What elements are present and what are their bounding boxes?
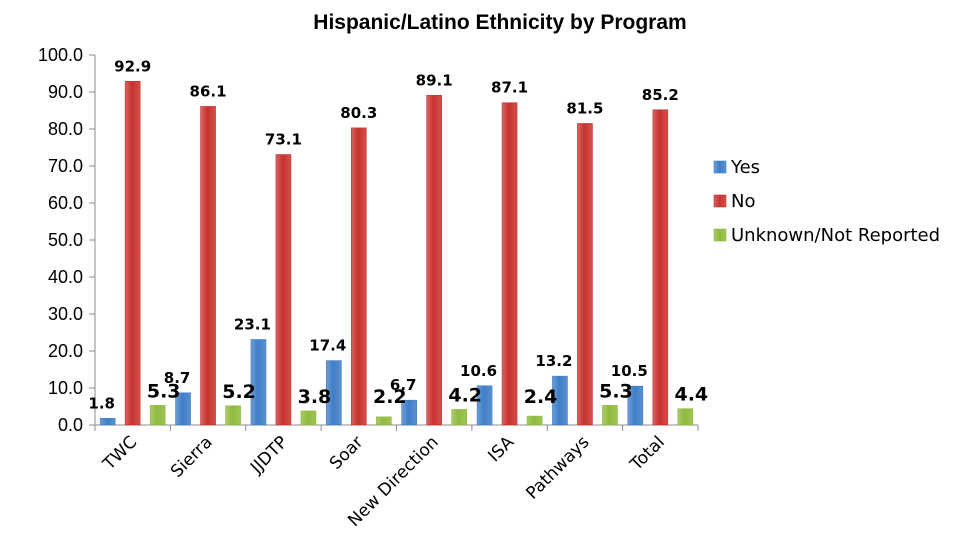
data-label: 5.3 (147, 380, 181, 402)
data-label: 6.7 (390, 376, 417, 394)
data-label: 81.5 (566, 99, 603, 117)
bar-yes-0 (99, 418, 116, 426)
bar-unknown-not-reported-1 (225, 405, 241, 426)
bar-no-1 (200, 106, 216, 426)
y-tick-label: 0.0 (58, 415, 83, 435)
data-label: 5.2 (222, 381, 256, 403)
bar-no-7 (652, 109, 669, 426)
x-tick-label: ISA (484, 432, 518, 466)
bar-yes-7 (627, 385, 644, 426)
data-label: 23.1 (234, 316, 271, 334)
y-tick-label: 90.0 (48, 82, 83, 102)
bar-unknown-not-reported-4 (451, 409, 467, 426)
chart-legend: Yes No Unknown/Not Reported (713, 157, 940, 246)
data-label: 4.2 (448, 384, 482, 406)
x-tick-label: JJDTP (246, 432, 292, 478)
bar-yes-5 (476, 385, 493, 426)
y-tick-label: 100.0 (38, 45, 83, 65)
data-label: 4.4 (674, 384, 708, 406)
bar-unknown-not-reported-0 (149, 405, 166, 426)
y-tick-label: 80.0 (48, 119, 83, 139)
data-label: 3.8 (298, 386, 332, 408)
y-tick-label: 70.0 (48, 156, 83, 176)
bar-yes-6 (552, 375, 568, 426)
data-label: 92.9 (114, 57, 151, 75)
bar-yes-2 (250, 339, 267, 426)
bar-yes-4 (401, 399, 417, 426)
data-label: 2.4 (524, 386, 558, 408)
chart-title: Hispanic/Latino Ethnicity by Program (313, 11, 686, 34)
x-tick-label: Pathways (522, 432, 593, 503)
data-label: 13.2 (535, 352, 572, 370)
legend-label: Unknown/Not Reported (731, 225, 940, 246)
x-tick-label: Sierra (167, 432, 217, 482)
legend-label: No (731, 191, 755, 212)
data-labels: 1.8 8.7 23.1 17.4 6.7 10.6 13.2 10.5 92.9 86.1 73.… (88, 57, 708, 412)
bar-unknown-not-reported-7 (677, 408, 694, 426)
bar-no-3 (351, 127, 367, 426)
data-label: 10.5 (611, 362, 648, 380)
data-label: 5.3 (599, 380, 633, 402)
data-label: 17.4 (309, 337, 346, 355)
data-label: 85.2 (642, 86, 679, 104)
data-label: 2.2 (373, 386, 407, 408)
data-label: 10.6 (460, 362, 497, 380)
legend-swatch (713, 228, 727, 242)
bar-yes-1 (175, 392, 191, 426)
data-label: 87.1 (491, 79, 528, 97)
bar-yes-3 (326, 360, 342, 426)
bar-no-4 (426, 95, 442, 426)
y-tick-label: 30.0 (48, 304, 83, 324)
y-tick-label: 20.0 (48, 341, 83, 361)
bar-unknown-not-reported-6 (602, 405, 618, 426)
chart-bars (99, 80, 694, 426)
data-label: 86.1 (190, 82, 227, 100)
bar-no-0 (124, 80, 141, 426)
y-tick-label: 60.0 (48, 193, 83, 213)
bar-unknown-not-reported-2 (300, 410, 317, 426)
bar-no-5 (501, 102, 518, 426)
data-label: 8.7 (164, 369, 191, 387)
data-label: 73.1 (265, 131, 302, 149)
x-tick-label: TWC (99, 432, 141, 474)
legend-swatch (713, 160, 727, 174)
x-tick-label: Soar (326, 432, 367, 473)
y-tick-label: 40.0 (48, 267, 83, 287)
bar-no-6 (577, 123, 593, 426)
x-tick-label: Total (626, 432, 669, 475)
data-label: 1.8 (88, 394, 115, 412)
y-tick-label: 50.0 (48, 230, 83, 250)
y-tick-label: 10.0 (48, 378, 83, 398)
data-label: 80.3 (340, 104, 377, 122)
bar-no-2 (275, 154, 292, 426)
legend-swatch (713, 194, 727, 208)
bar-unknown-not-reported-3 (376, 416, 392, 426)
data-label: 89.1 (416, 71, 453, 89)
bar-unknown-not-reported-5 (526, 415, 543, 426)
legend-label: Yes (730, 157, 760, 178)
